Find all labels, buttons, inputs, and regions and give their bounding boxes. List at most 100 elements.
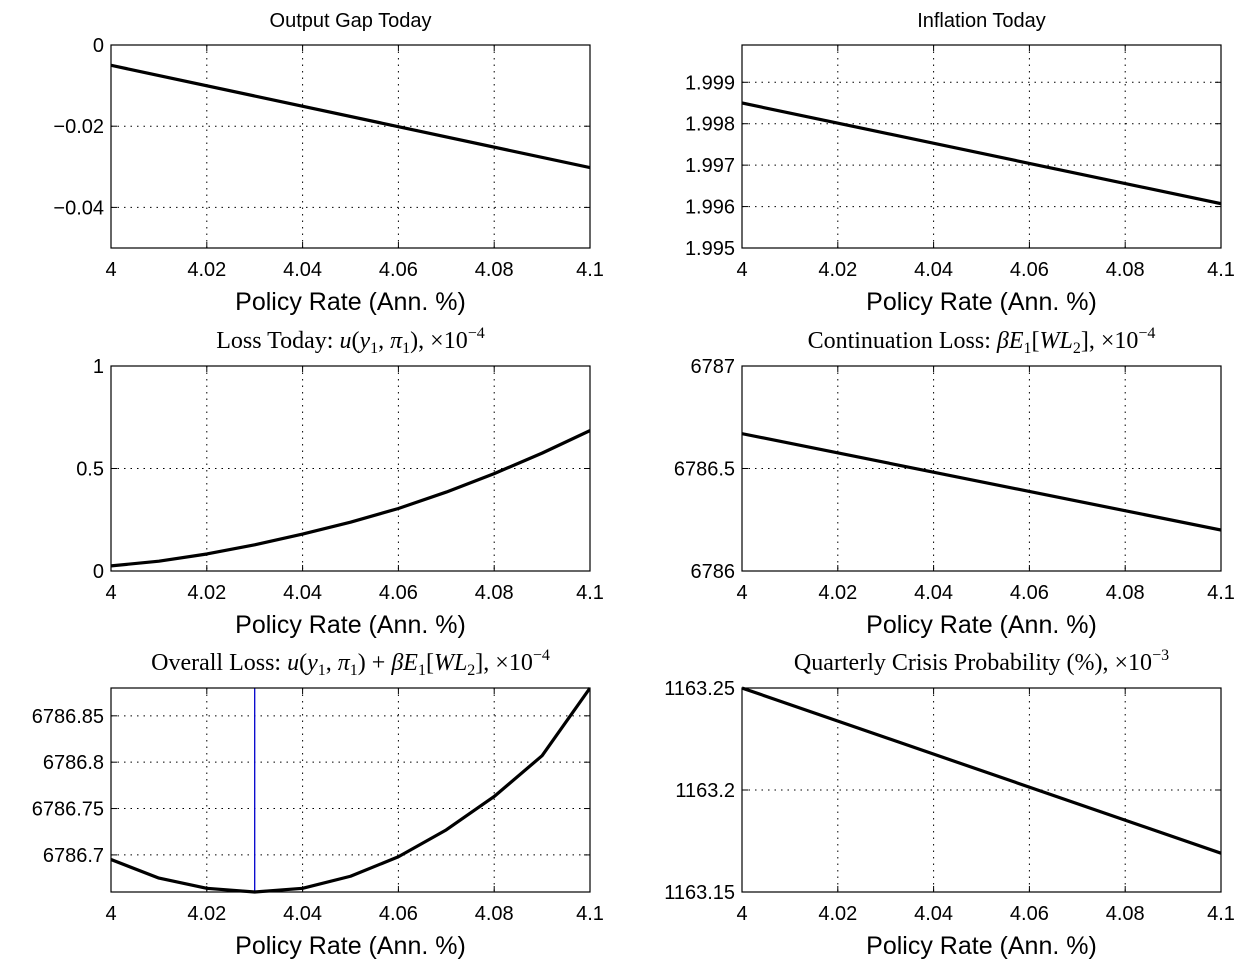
y-tick-label: 6786.8 <box>43 752 104 774</box>
title-segment: 1 <box>370 340 378 357</box>
y-tick-label: 0 <box>93 35 104 57</box>
title-segment: 1 <box>350 662 358 679</box>
x-tick-label: 4.02 <box>818 582 857 604</box>
y-tick-label: 0 <box>93 561 104 583</box>
title-segment: Quarterly Crisis Probability (%), ×10 <box>794 650 1152 676</box>
x-tick-label: 4.08 <box>1106 259 1145 281</box>
title-segment: u <box>287 650 299 676</box>
title-segment: [ <box>1032 328 1040 354</box>
y-tick-label: 1 <box>93 356 104 378</box>
x-tick-label: 4.02 <box>818 259 857 281</box>
title-segment: −3 <box>1152 647 1169 664</box>
x-tick-label: 4.1 <box>1207 259 1235 281</box>
x-axis-label: Policy Rate (Ann. %) <box>235 611 466 639</box>
x-tick-label: 4.02 <box>187 259 226 281</box>
x-axis-label: Policy Rate (Ann. %) <box>866 611 1097 639</box>
x-axis-label: Policy Rate (Ann. %) <box>235 932 466 960</box>
x-tick-label: 4 <box>105 582 116 604</box>
x-tick-label: 4.04 <box>283 582 322 604</box>
title-segment: ( <box>351 328 359 354</box>
title-segment: ) + <box>358 650 392 676</box>
y-tick-label: −0.04 <box>53 197 104 219</box>
x-tick-label: 4.04 <box>914 903 953 925</box>
plot-area <box>742 45 1221 248</box>
y-tick-label: 0.5 <box>76 459 104 481</box>
subplot-overall-loss: 4 4.02 4.04 4.06 4.08 4.1 6786.85 6786.8 6786.75… <box>32 647 604 960</box>
y-tick-label: 1163.2 <box>675 780 735 802</box>
title-segment: Loss Today: <box>216 328 339 354</box>
x-tick-label: 4.04 <box>914 259 953 281</box>
title-segment: βE <box>390 650 418 676</box>
y-tick-label: 1.998 <box>685 114 735 136</box>
title-segment: 1 <box>402 340 410 357</box>
subplot-crisis-probability: 4 4.02 4.04 4.06 4.08 4.1 1163.25 1163.2 1163.15… <box>664 647 1235 960</box>
x-tick-label: 4.04 <box>283 259 322 281</box>
x-tick-label: 4.1 <box>576 259 604 281</box>
x-tick-label: 4.08 <box>1106 903 1145 925</box>
subplot-output-gap: 4 4.02 4.04 4.06 4.08 4.1 0 −0.02 −0.04 Policy Ra… <box>53 10 604 316</box>
x-tick-label: 4.08 <box>1106 582 1145 604</box>
y-tick-label: 1.997 <box>685 155 735 177</box>
plot-area <box>111 688 590 892</box>
x-tick-label: 4.02 <box>818 903 857 925</box>
x-tick-label: 4.08 <box>475 259 514 281</box>
x-tick-label: 4.1 <box>1207 582 1235 604</box>
x-tick-label: 4 <box>736 259 747 281</box>
title-segment: ], ×10 <box>475 650 533 676</box>
subplot-continuation-loss: 4 4.02 4.04 4.06 4.08 4.1 6787 6786.5 6786 Policy… <box>674 325 1235 639</box>
x-tick-label: 4.04 <box>914 582 953 604</box>
x-tick-label: 4.02 <box>187 903 226 925</box>
plot-area <box>742 688 1221 892</box>
grid-lines <box>111 45 590 248</box>
title-segment: WL <box>1040 328 1073 354</box>
y-tick-label: −0.02 <box>53 116 104 138</box>
title-segment: π <box>338 650 351 676</box>
x-axis-label: Policy Rate (Ann. %) <box>866 932 1097 960</box>
title-segment: 2 <box>1073 340 1081 357</box>
axes-box <box>110 687 591 893</box>
y-tick-label: 1.996 <box>685 197 735 219</box>
y-tick-label: 1.995 <box>685 238 735 260</box>
x-tick-label: 4 <box>105 903 116 925</box>
chart-title: Output Gap Today <box>270 10 432 32</box>
title-segment: −4 <box>468 325 485 342</box>
title-segment: π <box>390 328 403 354</box>
x-tick-label: 4.04 <box>283 903 322 925</box>
title-segment: Continuation Loss: <box>808 328 997 354</box>
x-tick-label: 4.06 <box>379 259 418 281</box>
y-tick-label: 1163.15 <box>664 882 735 904</box>
grid-lines <box>742 45 1221 248</box>
series-line <box>111 63 590 170</box>
y-tick-label: 6786.7 <box>43 845 104 867</box>
x-tick-label: 4.08 <box>475 903 514 925</box>
title-segment: −4 <box>533 647 550 664</box>
chart-title: Quarterly Crisis Probability (%), ×10−3 <box>794 647 1169 676</box>
x-tick-label: 4.06 <box>1010 582 1049 604</box>
axes-box <box>110 44 591 249</box>
y-tick-label: 6786.5 <box>674 459 735 481</box>
title-segment: , <box>326 650 338 676</box>
title-segment: ), ×10 <box>410 328 468 354</box>
x-axis-label: Policy Rate (Ann. %) <box>866 288 1097 316</box>
title-segment: y <box>305 650 318 676</box>
axes-box <box>741 44 1222 249</box>
x-tick-label: 4.06 <box>1010 903 1049 925</box>
title-segment: Output Gap Today <box>270 10 432 32</box>
plot-area <box>111 45 590 248</box>
subplot-loss-today: 4 4.02 4.04 4.06 4.08 4.1 1 0.5 0 Policy Rate (An… <box>76 325 604 639</box>
series-line <box>111 429 590 568</box>
title-segment: u <box>339 328 351 354</box>
series-line <box>742 686 1221 855</box>
title-segment: 1 <box>418 662 426 679</box>
x-tick-label: 4 <box>105 259 116 281</box>
title-segment: , <box>378 328 390 354</box>
x-tick-label: 4.08 <box>475 582 514 604</box>
chart-title: Overall Loss: u(y1, π1) + βE1[WL2], ×10−… <box>151 647 550 679</box>
x-tick-label: 4.06 <box>379 903 418 925</box>
x-axis-label: Policy Rate (Ann. %) <box>235 288 466 316</box>
title-segment: y <box>357 328 370 354</box>
series-line <box>111 687 590 894</box>
y-tick-label: 6786 <box>691 561 736 583</box>
x-tick-label: 4.02 <box>187 582 226 604</box>
